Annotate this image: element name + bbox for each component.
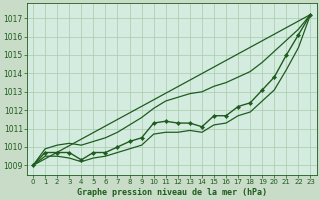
X-axis label: Graphe pression niveau de la mer (hPa): Graphe pression niveau de la mer (hPa) — [77, 188, 267, 197]
